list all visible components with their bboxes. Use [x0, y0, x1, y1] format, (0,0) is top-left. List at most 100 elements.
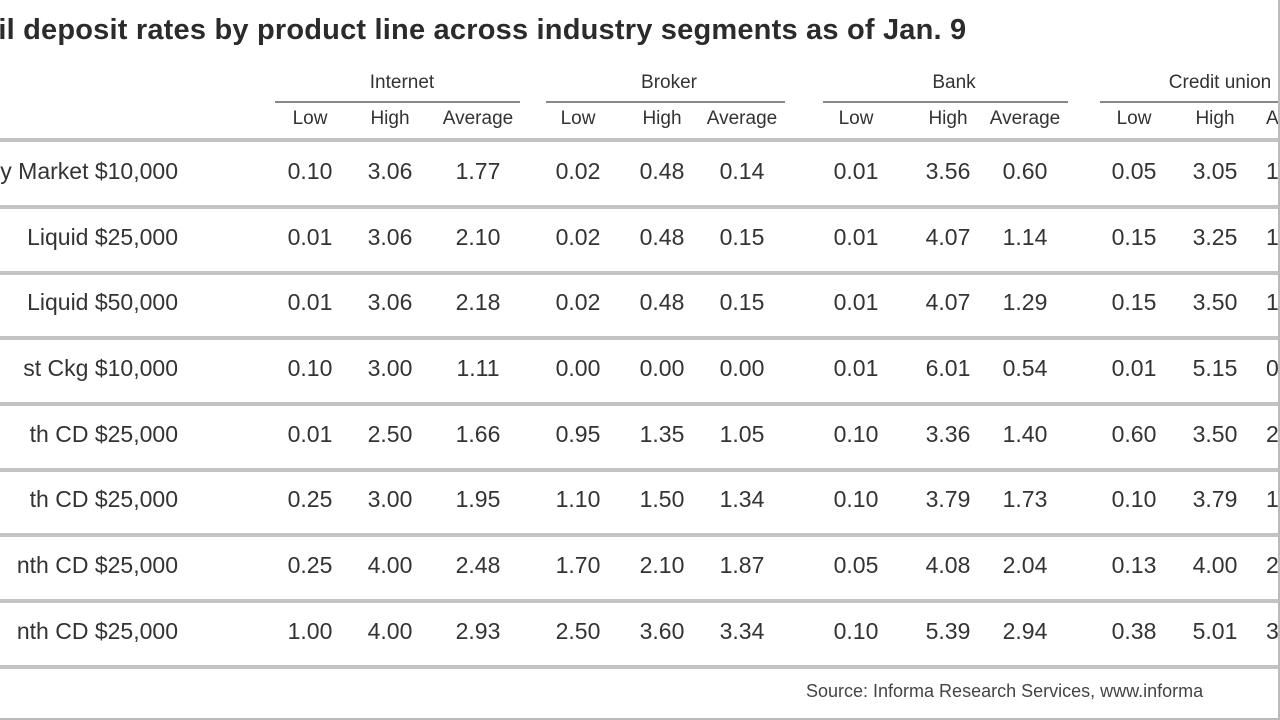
table-cell: 0.48 [639, 224, 685, 250]
table-cell: 1.70 [555, 552, 601, 578]
column-header: High [642, 108, 682, 129]
table-cell: 4.08 [925, 552, 971, 578]
table-cell: 1.50 [639, 486, 685, 512]
table-cell: 1.87 [719, 552, 765, 578]
table-cell: 1.95 [455, 486, 501, 512]
table-cell: 0.14 [719, 158, 765, 184]
table-cell: 0.05 [1111, 158, 1157, 184]
table-cell: 0.05 [833, 552, 879, 578]
table-cell: 1.29 [1002, 289, 1048, 315]
table-cell: 2.18 [455, 289, 501, 315]
table-cell: 1.14 [1002, 224, 1048, 250]
table-cell: 3.50 [1192, 289, 1238, 315]
table-cell: 2 [1266, 552, 1279, 578]
table-cell: 0.00 [639, 355, 685, 381]
table-cell: 2.48 [455, 552, 501, 578]
row-separator [0, 402, 1280, 406]
table-cell: 1 [1266, 289, 1279, 315]
table-cell: 2.10 [639, 552, 685, 578]
table-cell: 0.15 [1111, 289, 1157, 315]
column-header: Low [838, 108, 874, 129]
table-cell: 1 [1266, 486, 1279, 512]
group-header-broker: Broker [641, 72, 697, 93]
table-cell: 0.13 [1111, 552, 1157, 578]
source-note: Source: Informa Research Services, www.i… [806, 681, 1204, 701]
table-cell: 1 [1266, 224, 1279, 250]
table-cell: 0.48 [639, 289, 685, 315]
table-cell: 1 [1266, 158, 1279, 184]
table-cell: 0.00 [555, 355, 601, 381]
row-separator [0, 336, 1280, 340]
table-cell: 1.10 [555, 486, 601, 512]
table-cell: 3.79 [925, 486, 971, 512]
table-cell: 1.77 [455, 158, 501, 184]
table-cell: 3.06 [367, 289, 413, 315]
table-cell: 0.02 [555, 224, 601, 250]
column-header: Average [706, 108, 778, 129]
table-cell: 1.34 [719, 486, 765, 512]
table-cell: 3.25 [1192, 224, 1238, 250]
table-cell: 3.79 [1192, 486, 1238, 512]
table-cell: 2.50 [367, 421, 413, 447]
table-cell: 0.01 [833, 158, 879, 184]
table-cell: 4.07 [925, 224, 971, 250]
table-cell: 6.01 [925, 355, 971, 381]
column-header: High [1195, 108, 1235, 129]
row-separator [0, 138, 1280, 142]
row-label: nth CD $25,000 [16, 552, 178, 578]
table-cell: 0.02 [555, 158, 601, 184]
row-label: Liquid $50,000 [27, 289, 178, 315]
table-cell: 1.11 [456, 355, 500, 381]
table-cell: 0.95 [555, 421, 601, 447]
group-header-credit-union: Credit union [1168, 72, 1272, 93]
table-cell: 0.10 [287, 355, 333, 381]
table-cell: 0.01 [833, 289, 879, 315]
row-separator [0, 665, 1280, 669]
table-cell: 0.01 [287, 224, 333, 250]
table-cell: 0.10 [833, 486, 879, 512]
table-cell: 3.56 [925, 158, 971, 184]
row-label: th CD $25,000 [29, 421, 178, 447]
table-cell: 4.07 [925, 289, 971, 315]
table-cell: 0.15 [719, 289, 765, 315]
column-header: Low [292, 108, 328, 129]
row-label: Liquid $25,000 [27, 224, 178, 250]
table-cell: 5.39 [925, 618, 971, 644]
table-cell: 2 [1266, 421, 1279, 447]
column-header: Average [989, 108, 1061, 129]
column-header: A [1266, 108, 1279, 129]
row-label: y Market $10,000 [0, 158, 178, 184]
table-cell: 0.60 [1002, 158, 1048, 184]
table-cell: 1.00 [287, 618, 333, 644]
table-cell: 0.25 [287, 486, 333, 512]
table-cell: 0.10 [1111, 486, 1157, 512]
table-cell: 4.00 [367, 552, 413, 578]
table-title: ail deposit rates by product line across… [0, 14, 967, 46]
table-cell: 0.15 [1111, 224, 1157, 250]
group-underline [275, 101, 520, 103]
table-cell: 1.35 [639, 421, 685, 447]
table-cell: 3.05 [1192, 158, 1238, 184]
table-cell: 1.66 [455, 421, 501, 447]
table-cell: 0.54 [1002, 355, 1048, 381]
table-cell: 0.38 [1111, 618, 1157, 644]
table-cell: 0.02 [555, 289, 601, 315]
group-underline [546, 101, 785, 103]
table-cell: 1.05 [719, 421, 765, 447]
table-cell: 1.73 [1002, 486, 1048, 512]
column-header: High [928, 108, 968, 129]
table-cell: 0.48 [639, 158, 685, 184]
table-cell: 3.60 [639, 618, 685, 644]
table-cell: 0.01 [1111, 355, 1157, 381]
table-cell: 3.34 [719, 618, 765, 644]
table-cell: 2.93 [455, 618, 501, 644]
table-cell: 4.00 [367, 618, 413, 644]
column-header: Low [560, 108, 596, 129]
table-cell: 0.01 [833, 355, 879, 381]
table-cell: 0.01 [833, 224, 879, 250]
table-cell: 3.06 [367, 158, 413, 184]
row-separator [0, 533, 1280, 537]
row-label: nth CD $25,000 [16, 618, 178, 644]
group-header-bank: Bank [932, 72, 976, 93]
